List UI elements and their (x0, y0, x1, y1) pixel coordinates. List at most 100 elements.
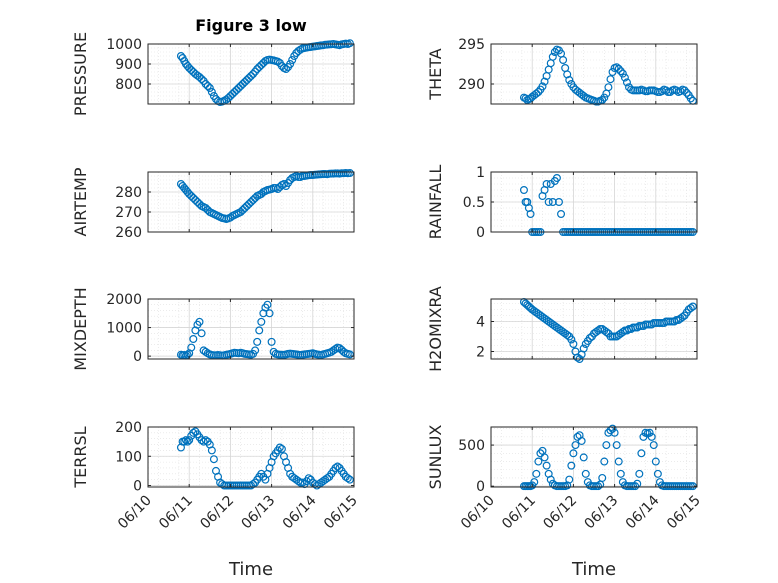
theta-marker (538, 82, 547, 91)
mixdepth-marker (183, 350, 192, 359)
mixdepth-marker (195, 317, 204, 326)
pressure-marker (240, 77, 249, 86)
h2omixra-marker (602, 328, 611, 337)
air-temp-marker (345, 169, 354, 178)
mixdepth-marker (197, 329, 206, 338)
theta-marker (620, 73, 629, 82)
air-temp-marker (193, 198, 202, 207)
mixdepth-marker (257, 317, 266, 326)
air-temp-marker (238, 206, 247, 215)
theta-marker (612, 63, 621, 72)
rainfall-marker (544, 198, 553, 207)
sun-flux-marker (579, 453, 588, 462)
pressure-marker (228, 89, 237, 98)
sun-flux-marker (631, 482, 640, 491)
rainfall-marker (548, 198, 557, 207)
pressure-y-tick-label: 900 (115, 57, 142, 73)
mixdepth-marker (255, 326, 264, 335)
rainfall-marker (552, 174, 561, 183)
mixdepth-axes-box (147, 298, 355, 360)
pressure-marker (286, 59, 295, 68)
mixdepth-y-axis-label: MIXDEPTH (71, 287, 90, 370)
pressure-marker (236, 81, 245, 90)
theta-y-tick-label: 290 (458, 77, 485, 93)
theta-marker (579, 91, 588, 100)
air-temp-y-tick-label: 280 (115, 185, 142, 201)
sun-flux-axes-box (490, 426, 698, 488)
sun-flux-marker (536, 449, 545, 458)
theta-marker (662, 86, 671, 95)
mixdepth-y-tick-label: 2000 (106, 292, 142, 308)
terr-msl-marker (183, 437, 192, 446)
air-temp-marker (191, 196, 200, 205)
air-temp-marker (240, 204, 249, 213)
theta-marker (622, 78, 631, 87)
pressure-marker (226, 91, 235, 100)
h2omixra-marker (678, 313, 687, 322)
air-temp-marker (187, 192, 196, 201)
sun-flux-marker (540, 453, 549, 462)
h2omixra-axes-box (490, 298, 698, 360)
air-temp-marker (236, 208, 245, 217)
mixdepth-axes-background (148, 299, 354, 359)
pressure-axes-background (148, 44, 354, 104)
sun-flux-marker (604, 428, 613, 437)
pressure-y-tick-label: 800 (115, 77, 142, 93)
h2omixra-marker (688, 302, 697, 311)
theta-marker (598, 95, 607, 104)
h2omixra-marker (594, 326, 603, 335)
pressure-marker (249, 69, 258, 78)
terr-msl-marker (343, 474, 352, 483)
theta-marker (559, 55, 568, 64)
h2omixra-marker (563, 331, 572, 340)
terr-msl-y-tick-label: 0 (133, 479, 142, 495)
terr-msl-marker (181, 436, 190, 445)
theta-marker (534, 87, 543, 96)
theta-y-tick-label: 295 (458, 37, 485, 53)
terr-msl-marker (207, 446, 216, 455)
rainfall-marker (519, 186, 528, 195)
theta-marker (532, 89, 541, 98)
air-temp-marker (242, 202, 251, 211)
terr-msl-axes-background (148, 427, 354, 487)
h2omixra-y-tick-label: 4 (476, 315, 485, 331)
terr-msl-marker (275, 443, 284, 452)
pressure-marker (257, 60, 266, 69)
pressure-axes-box (147, 43, 355, 105)
theta-marker (618, 69, 627, 78)
air-temp-y-tick-label: 260 (115, 225, 142, 241)
sun-flux-marker (567, 461, 576, 470)
pressure-marker (187, 65, 196, 74)
air-temp-marker (189, 194, 198, 203)
air-temp-marker (249, 196, 258, 205)
mixdepth-marker (267, 337, 276, 346)
pressure-marker (253, 64, 262, 73)
figure-title: Figure 3 low (195, 16, 307, 35)
sun-flux-marker (647, 432, 656, 441)
air-temp-panel: 260 270 280 AIRTEMP (71, 167, 355, 241)
h2omixra-y-axis-label: H2OMIXRA (426, 286, 445, 372)
pressure-marker (195, 72, 204, 81)
rainfall-marker (542, 180, 551, 189)
terr-msl-marker (180, 437, 189, 446)
terr-msl-axes-box (147, 426, 355, 488)
sun-flux-marker (571, 441, 580, 450)
air-temp-marker (247, 198, 256, 207)
sun-flux-marker (581, 469, 590, 478)
terr-msl-marker (331, 463, 340, 472)
mixdepth-marker (187, 343, 196, 352)
sun-flux-marker (651, 457, 660, 466)
pressure-marker (230, 87, 239, 96)
terr-msl-marker (345, 475, 354, 484)
mixdepth-marker (263, 300, 272, 309)
pressure-marker (247, 71, 256, 80)
mixdepth-marker (251, 346, 260, 355)
sun-flux-marker (602, 441, 611, 450)
mixdepth-y-tick-label: 0 (133, 349, 142, 365)
pressure-marker (288, 55, 297, 64)
sun-flux-y-axis-label: SUNLUX (426, 425, 445, 490)
theta-marker (680, 86, 689, 95)
sun-flux-marker (565, 475, 574, 484)
sun-flux-marker (645, 428, 654, 437)
